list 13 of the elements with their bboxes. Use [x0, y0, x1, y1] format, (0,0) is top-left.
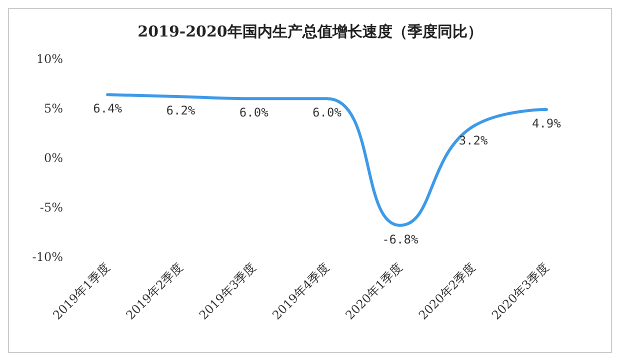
y-tick-label: -10%	[32, 250, 63, 264]
chart-title: 2019-2020年国内生产总值增长速度（季度同比）	[138, 22, 482, 40]
data-label: 6.2%	[166, 104, 196, 118]
data-label: 3.2%	[458, 133, 489, 148]
y-tick-label: -5%	[40, 200, 63, 214]
y-tick-label: 0%	[44, 151, 63, 165]
data-label: -6.8%	[382, 232, 419, 246]
data-label: 6.0%	[239, 106, 270, 120]
data-label: 4.9%	[532, 116, 562, 130]
y-tick-label: 5%	[44, 102, 63, 116]
data-label: 6.4%	[93, 102, 123, 116]
y-tick-label: 10%	[36, 52, 63, 66]
data-label: 6.0%	[312, 106, 342, 120]
